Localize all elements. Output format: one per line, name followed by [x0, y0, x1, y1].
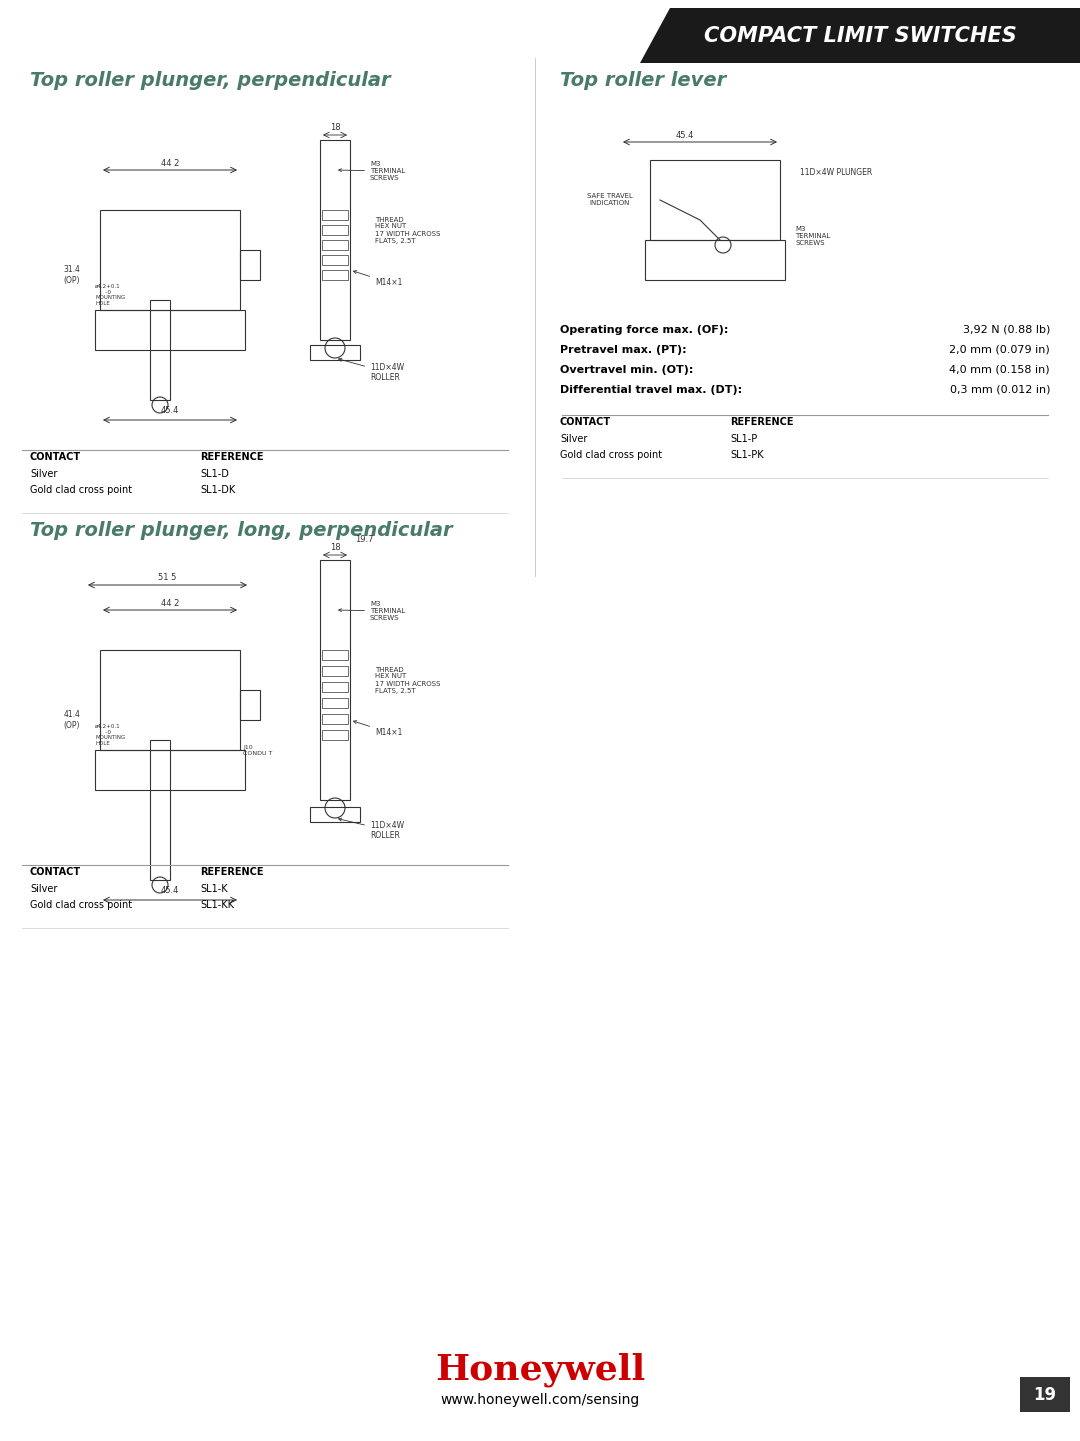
- Text: Top roller lever: Top roller lever: [561, 71, 726, 89]
- Text: SL1-K: SL1-K: [200, 883, 228, 893]
- Bar: [322, 713, 348, 723]
- Bar: [320, 561, 350, 800]
- Text: 4,0 mm (0.158 in): 4,0 mm (0.158 in): [949, 365, 1050, 375]
- Text: M3
TERMINAL
SCREWS: M3 TERMINAL SCREWS: [795, 226, 831, 246]
- Text: Overtravel min. (OT):: Overtravel min. (OT):: [561, 365, 693, 375]
- Text: Pretravel max. (PT):: Pretravel max. (PT):: [561, 344, 687, 354]
- Text: Top roller plunger, long, perpendicular: Top roller plunger, long, perpendicular: [30, 520, 453, 539]
- Text: Silver: Silver: [30, 468, 57, 478]
- Text: SL1-KK: SL1-KK: [200, 901, 234, 911]
- Text: 11D×4W
ROLLER: 11D×4W ROLLER: [338, 359, 404, 382]
- Text: 44 2: 44 2: [161, 599, 179, 608]
- Bar: [650, 160, 780, 241]
- Bar: [322, 666, 348, 676]
- Text: REFERENCE: REFERENCE: [200, 867, 264, 878]
- Bar: [95, 749, 245, 790]
- Text: CONTACT: CONTACT: [30, 452, 81, 463]
- Text: Silver: Silver: [561, 434, 588, 444]
- Text: Differential travel max. (DT):: Differential travel max. (DT):: [561, 385, 742, 395]
- Text: Gold clad cross point: Gold clad cross point: [30, 901, 132, 911]
- Bar: [310, 807, 360, 821]
- Text: Gold clad cross point: Gold clad cross point: [561, 450, 662, 460]
- Text: ø4.2+0.1
      -0
MOUNTING
HOLE: ø4.2+0.1 -0 MOUNTING HOLE: [95, 284, 125, 305]
- Bar: [240, 249, 260, 280]
- Text: 18: 18: [329, 122, 340, 133]
- Text: COMPACT LIMIT SWITCHES: COMPACT LIMIT SWITCHES: [704, 26, 1016, 46]
- Text: J10
CONDU T: J10 CONDU T: [243, 745, 272, 757]
- Text: 45.4: 45.4: [676, 131, 694, 140]
- Bar: [240, 690, 260, 720]
- Text: CONTACT: CONTACT: [561, 416, 611, 427]
- Bar: [1020, 1378, 1070, 1412]
- Text: 45.4: 45.4: [161, 406, 179, 415]
- Bar: [322, 225, 348, 235]
- Bar: [322, 255, 348, 265]
- Text: Gold clad cross point: Gold clad cross point: [30, 486, 132, 496]
- Text: Top roller plunger, perpendicular: Top roller plunger, perpendicular: [30, 71, 391, 89]
- Text: REFERENCE: REFERENCE: [200, 452, 264, 463]
- Text: 44 2: 44 2: [161, 159, 179, 169]
- Text: M3
TERMINAL
SCREWS: M3 TERMINAL SCREWS: [339, 601, 405, 621]
- Bar: [322, 241, 348, 249]
- Text: 19: 19: [1034, 1386, 1056, 1404]
- Bar: [322, 731, 348, 741]
- Text: 19.7: 19.7: [355, 535, 374, 545]
- Text: 51 5: 51 5: [159, 574, 177, 582]
- Text: SL1-PK: SL1-PK: [730, 450, 764, 460]
- Text: 11D×4W
ROLLER: 11D×4W ROLLER: [339, 818, 404, 840]
- Bar: [150, 741, 170, 880]
- Bar: [310, 344, 360, 360]
- Text: CONTACT: CONTACT: [30, 867, 81, 878]
- Bar: [322, 650, 348, 660]
- Text: Operating force max. (OF):: Operating force max. (OF):: [561, 326, 728, 334]
- Text: THREAD
HEX NUT
17 WIDTH ACROSS
FLATS, 2.5T: THREAD HEX NUT 17 WIDTH ACROSS FLATS, 2.…: [375, 216, 441, 244]
- Text: THREAD
HEX NUT
17 WIDTH ACROSS
FLATS, 2.5T: THREAD HEX NUT 17 WIDTH ACROSS FLATS, 2.…: [375, 667, 441, 693]
- Polygon shape: [640, 9, 1080, 63]
- Text: 41.4
(OP): 41.4 (OP): [63, 710, 80, 729]
- Text: 45.4: 45.4: [161, 886, 179, 895]
- Text: ø4.2+0.1
      -0
MOUNTING
HOLE: ø4.2+0.1 -0 MOUNTING HOLE: [95, 723, 125, 746]
- Text: Honeywell: Honeywell: [435, 1353, 645, 1388]
- Text: SL1-D: SL1-D: [200, 468, 229, 478]
- Bar: [100, 210, 240, 310]
- Text: M14×1: M14×1: [353, 720, 403, 736]
- Text: REFERENCE: REFERENCE: [730, 416, 794, 427]
- Text: M14×1: M14×1: [353, 271, 403, 287]
- Bar: [150, 300, 170, 401]
- Bar: [320, 140, 350, 340]
- Bar: [645, 241, 785, 280]
- Bar: [322, 210, 348, 220]
- Text: 3,92 N (0.88 lb): 3,92 N (0.88 lb): [962, 326, 1050, 334]
- Text: www.honeywell.com/sensing: www.honeywell.com/sensing: [441, 1393, 639, 1406]
- Text: Silver: Silver: [30, 883, 57, 893]
- Bar: [322, 697, 348, 708]
- Text: SL1-DK: SL1-DK: [200, 486, 235, 496]
- Text: 0,3 mm (0.012 in): 0,3 mm (0.012 in): [949, 385, 1050, 395]
- Bar: [322, 269, 348, 280]
- Text: 2,0 mm (0.079 in): 2,0 mm (0.079 in): [949, 344, 1050, 354]
- Bar: [100, 650, 240, 749]
- Bar: [95, 310, 245, 350]
- Text: SAFE TRAVEL
INDICATION: SAFE TRAVEL INDICATION: [588, 193, 633, 206]
- Text: M3
TERMINAL
SCREWS: M3 TERMINAL SCREWS: [339, 161, 405, 182]
- Text: 11D×4W PLUNGER: 11D×4W PLUNGER: [800, 169, 873, 177]
- Text: SL1-P: SL1-P: [730, 434, 757, 444]
- Text: 18: 18: [329, 543, 340, 552]
- Bar: [322, 682, 348, 692]
- Text: 31.4
(OP): 31.4 (OP): [63, 265, 80, 285]
